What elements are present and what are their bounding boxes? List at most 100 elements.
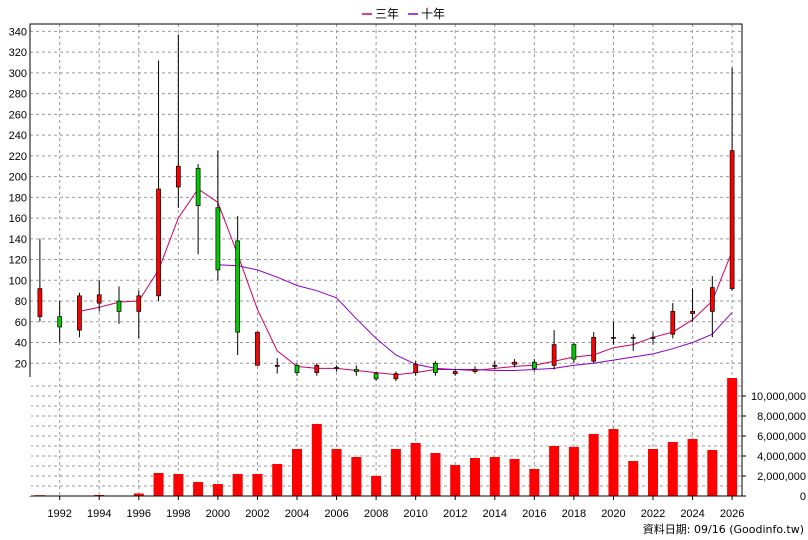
price-tick-label: 260 (9, 109, 27, 121)
volume-bar (628, 461, 639, 496)
candle-up (472, 369, 478, 372)
x-tick-label: 2002 (245, 508, 269, 520)
candle-down (334, 367, 339, 369)
candle-down (294, 364, 300, 373)
candle-up (512, 361, 517, 365)
volume-tick-label: 10,000,000 (751, 391, 806, 403)
x-tick-label: 2016 (522, 508, 546, 520)
price-tick-label: 80 (15, 296, 27, 308)
candle-up (96, 294, 102, 304)
candle-up (670, 311, 676, 335)
candle-down (531, 361, 537, 369)
x-tick-label: 2004 (285, 508, 309, 520)
volume-bar (687, 439, 698, 496)
volume-tick-label: 4,000,000 (757, 451, 806, 463)
price-tick-label: 300 (9, 68, 27, 80)
volume-bar (608, 429, 619, 496)
volume-bar (450, 465, 461, 496)
x-tick-label: 2008 (364, 508, 388, 520)
volume-bar (351, 457, 362, 496)
candle-down (116, 300, 122, 312)
volume-bar (648, 449, 658, 496)
candle-up (630, 336, 636, 339)
candle-up (551, 344, 557, 366)
candle-up (709, 287, 715, 312)
volume-bar (410, 443, 421, 496)
volume-bar (549, 446, 560, 496)
volume-tick-label: 8,000,000 (757, 411, 806, 423)
price-tick-label: 160 (9, 213, 27, 225)
grid-lines (30, 24, 742, 496)
volume-bar (311, 424, 322, 496)
volume-bar (727, 378, 738, 496)
data-date-note: 資料日期: 09/16 (Goodinfo.tw) (643, 522, 804, 536)
price-tick-label: 140 (9, 234, 27, 246)
candle-down (215, 207, 221, 271)
volume-bar (153, 473, 164, 496)
volume-tick-label: 2,000,000 (757, 471, 806, 483)
volume-bar (707, 450, 718, 496)
candle-up (611, 336, 616, 339)
x-tick-label: 2024 (680, 508, 704, 520)
candle-up (690, 311, 695, 314)
x-tick-label: 2014 (483, 508, 507, 520)
price-tick-label: 40 (15, 338, 27, 350)
candle-down (353, 369, 359, 372)
candle-up (156, 188, 161, 297)
candle-up (452, 371, 458, 374)
volume-bar (232, 474, 243, 496)
x-tick-label: 2026 (720, 508, 744, 520)
candle-up (413, 363, 419, 373)
volume-bar (331, 449, 342, 496)
volume-bar (133, 493, 144, 496)
volume-bar (430, 453, 441, 496)
price-tick-label: 100 (9, 275, 27, 287)
x-tick-label: 1998 (166, 508, 190, 520)
legend-label: 三年 (375, 7, 399, 21)
candle-up (650, 336, 656, 339)
candle-up (274, 364, 280, 367)
volume-tick-label: 0 (800, 491, 806, 503)
x-tick-label: 2010 (403, 508, 427, 520)
price-tick-label: 120 (9, 255, 27, 267)
x-tick-label: 2022 (641, 508, 665, 520)
volume-bar (667, 442, 678, 496)
price-tick-label: 20 (15, 358, 27, 370)
volume-bar (193, 482, 204, 496)
moving-average-lines (79, 188, 733, 376)
legend-label: 十年 (421, 7, 445, 21)
candle-up (393, 373, 399, 380)
candle-up (255, 331, 260, 366)
volume-bar (509, 459, 520, 496)
candle-up (37, 288, 43, 317)
x-tick-label: 2018 (562, 508, 586, 520)
price-tick-label: 180 (9, 192, 27, 204)
candle-down (373, 373, 379, 380)
x-tick-label: 2012 (443, 508, 467, 520)
x-tick-label: 1992 (47, 508, 71, 520)
volume-bar (272, 464, 283, 496)
volume-bar (173, 474, 184, 496)
volume-bar (212, 484, 223, 496)
x-tick-label: 2006 (324, 508, 348, 520)
x-tick-label: 1994 (87, 508, 111, 520)
legend: 三年 十年 (362, 7, 445, 21)
candle-up (591, 336, 597, 362)
candle-up (492, 364, 498, 367)
candle-down (235, 240, 241, 333)
price-tick-label: 280 (9, 89, 27, 101)
volume-bar (252, 474, 263, 496)
x-tick-label: 2000 (206, 508, 230, 520)
candle-up (729, 150, 735, 289)
candle-down (433, 362, 438, 373)
price-axis: 20 40 60 80 100 120 140 160 180 200 220 240 260 280 30… (9, 26, 27, 370)
price-tick-label: 240 (9, 130, 27, 142)
candle-up (314, 364, 320, 373)
candlesticks (37, 34, 735, 381)
x-axis: 1992 1994 1996 1998 2000 2002 2004 2006 2008 2010… (47, 496, 744, 520)
volume-bar (568, 447, 579, 496)
price-tick-label: 220 (9, 151, 27, 163)
price-tick-label: 320 (9, 47, 27, 59)
price-tick-label: 200 (9, 172, 27, 184)
price-tick-label: 60 (15, 317, 27, 329)
